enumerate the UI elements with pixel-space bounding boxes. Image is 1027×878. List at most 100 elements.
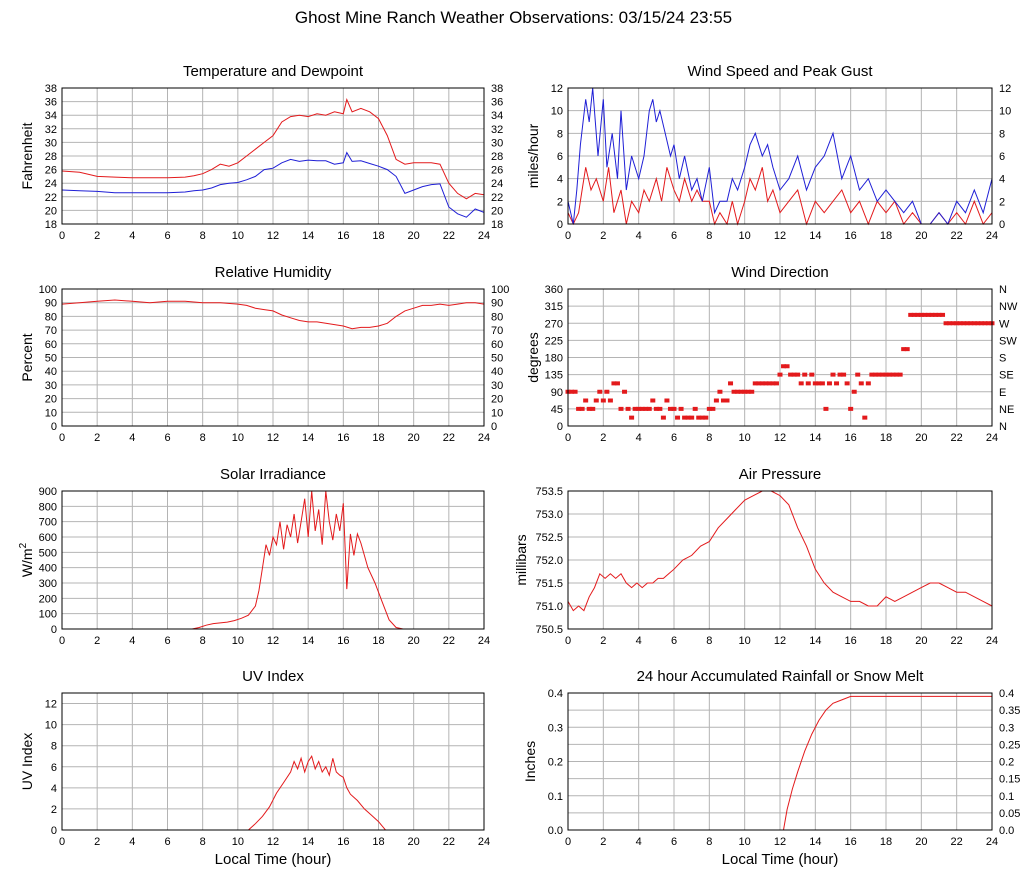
y-tick-label-right: E [999,387,1006,399]
x-tick-label: 6 [164,230,170,242]
x-tick-label: 18 [880,635,892,647]
y-tick-label: 0 [557,421,563,433]
data-point [685,415,691,420]
x-tick-label: 24 [478,836,490,848]
x-tick-label: 20 [408,230,420,242]
data-point [607,398,613,403]
x-tick-label: 12 [267,836,279,848]
y-axis-label: miles/hour [525,123,541,188]
x-tick-label: 2 [600,635,606,647]
x-tick-label: 4 [636,836,642,848]
data-point [901,347,907,352]
data-point [639,406,645,411]
y-tick-label: 70 [45,325,57,337]
x-tick-label: 4 [636,432,642,444]
data-point [844,381,850,386]
y-tick-label-right: 38 [491,83,503,95]
data-point [819,381,825,386]
x-tick-label: 6 [164,432,170,444]
data-point [724,398,730,403]
y-tick-label: 34 [45,110,57,122]
data-point [894,372,900,377]
x-tick-label: 10 [739,635,751,647]
x-tick-label: 8 [200,432,206,444]
x-tick-label: 4 [129,836,135,848]
x-tick-label: 0 [565,635,571,647]
data-point [706,406,712,411]
y-tick-label: 400 [39,563,57,575]
data-point [957,321,963,326]
y-tick-label: 8 [51,741,57,753]
y-tick-label-right: 0.35 [999,705,1020,717]
y-tick-label: 4 [557,174,563,186]
y-tick-label-right: NW [999,301,1018,313]
data-point [590,406,596,411]
x-tick-label: 4 [636,635,642,647]
x-tick-label: 20 [408,635,420,647]
y-tick-label: 32 [45,124,57,136]
y-tick-label: 315 [545,301,563,313]
y-tick-label: 752.5 [535,532,563,544]
y-tick-label: 750.5 [535,624,563,636]
x-tick-label: 16 [845,836,857,848]
plot-frame [567,87,993,225]
series-line-red [567,167,993,226]
data-point [749,389,755,394]
y-tick-label: 40 [45,366,57,378]
x-tick-label: 20 [408,836,420,848]
x-tick-label: 22 [951,230,963,242]
data-point [784,364,790,369]
y-tick-label-right: 0.0 [999,825,1014,837]
data-point [961,321,967,326]
x-tick-label: 14 [809,635,821,647]
data-point [773,381,779,386]
y-tick-label: 6 [557,151,563,163]
chart-title: Temperature and Dewpoint [183,63,364,80]
data-point [851,389,857,394]
data-point [625,406,631,411]
x-tick-label: 20 [408,432,420,444]
data-point [583,398,589,403]
y-tick-label-right: W [999,318,1010,330]
x-tick-label: 12 [774,230,786,242]
data-point [742,389,748,394]
y-tick-label-right: 6 [999,151,1005,163]
data-point [858,381,864,386]
x-tick-label: 10 [739,836,751,848]
data-point [975,321,981,326]
plot-frame [61,87,485,225]
x-tick-label: 24 [986,432,998,444]
x-tick-label: 16 [337,432,349,444]
data-point [770,381,776,386]
y-tick-label-right: 30 [491,380,503,392]
y-tick-label: 0 [51,421,57,433]
data-point [865,381,871,386]
data-point [795,372,801,377]
y-tick-label: 751.0 [535,601,563,613]
x-tick-label: 0 [59,432,65,444]
data-point [689,415,695,420]
y-tick-label: 0.3 [548,722,563,734]
y-tick-label: 100 [39,284,57,296]
data-point [890,372,896,377]
y-tick-label-right: 0.05 [999,808,1020,820]
y-tick-label-right: 22 [491,192,503,204]
data-point [756,381,762,386]
data-point [971,321,977,326]
y-tick-label-right: 60 [491,339,503,351]
y-tick-label-right: 0.1 [999,791,1014,803]
x-tick-label: 24 [478,230,490,242]
x-tick-label: 22 [951,836,963,848]
y-tick-label: 0 [51,825,57,837]
data-point [848,406,854,411]
x-tick-label: 20 [915,432,927,444]
data-point [897,372,903,377]
data-point [812,381,818,386]
y-tick-label: 26 [45,165,57,177]
y-tick-label: 80 [45,311,57,323]
series-line-red [61,98,485,200]
x-tick-label: 24 [986,836,998,848]
y-tick-label: 360 [545,284,563,296]
chart-title: Air Pressure [739,466,822,483]
